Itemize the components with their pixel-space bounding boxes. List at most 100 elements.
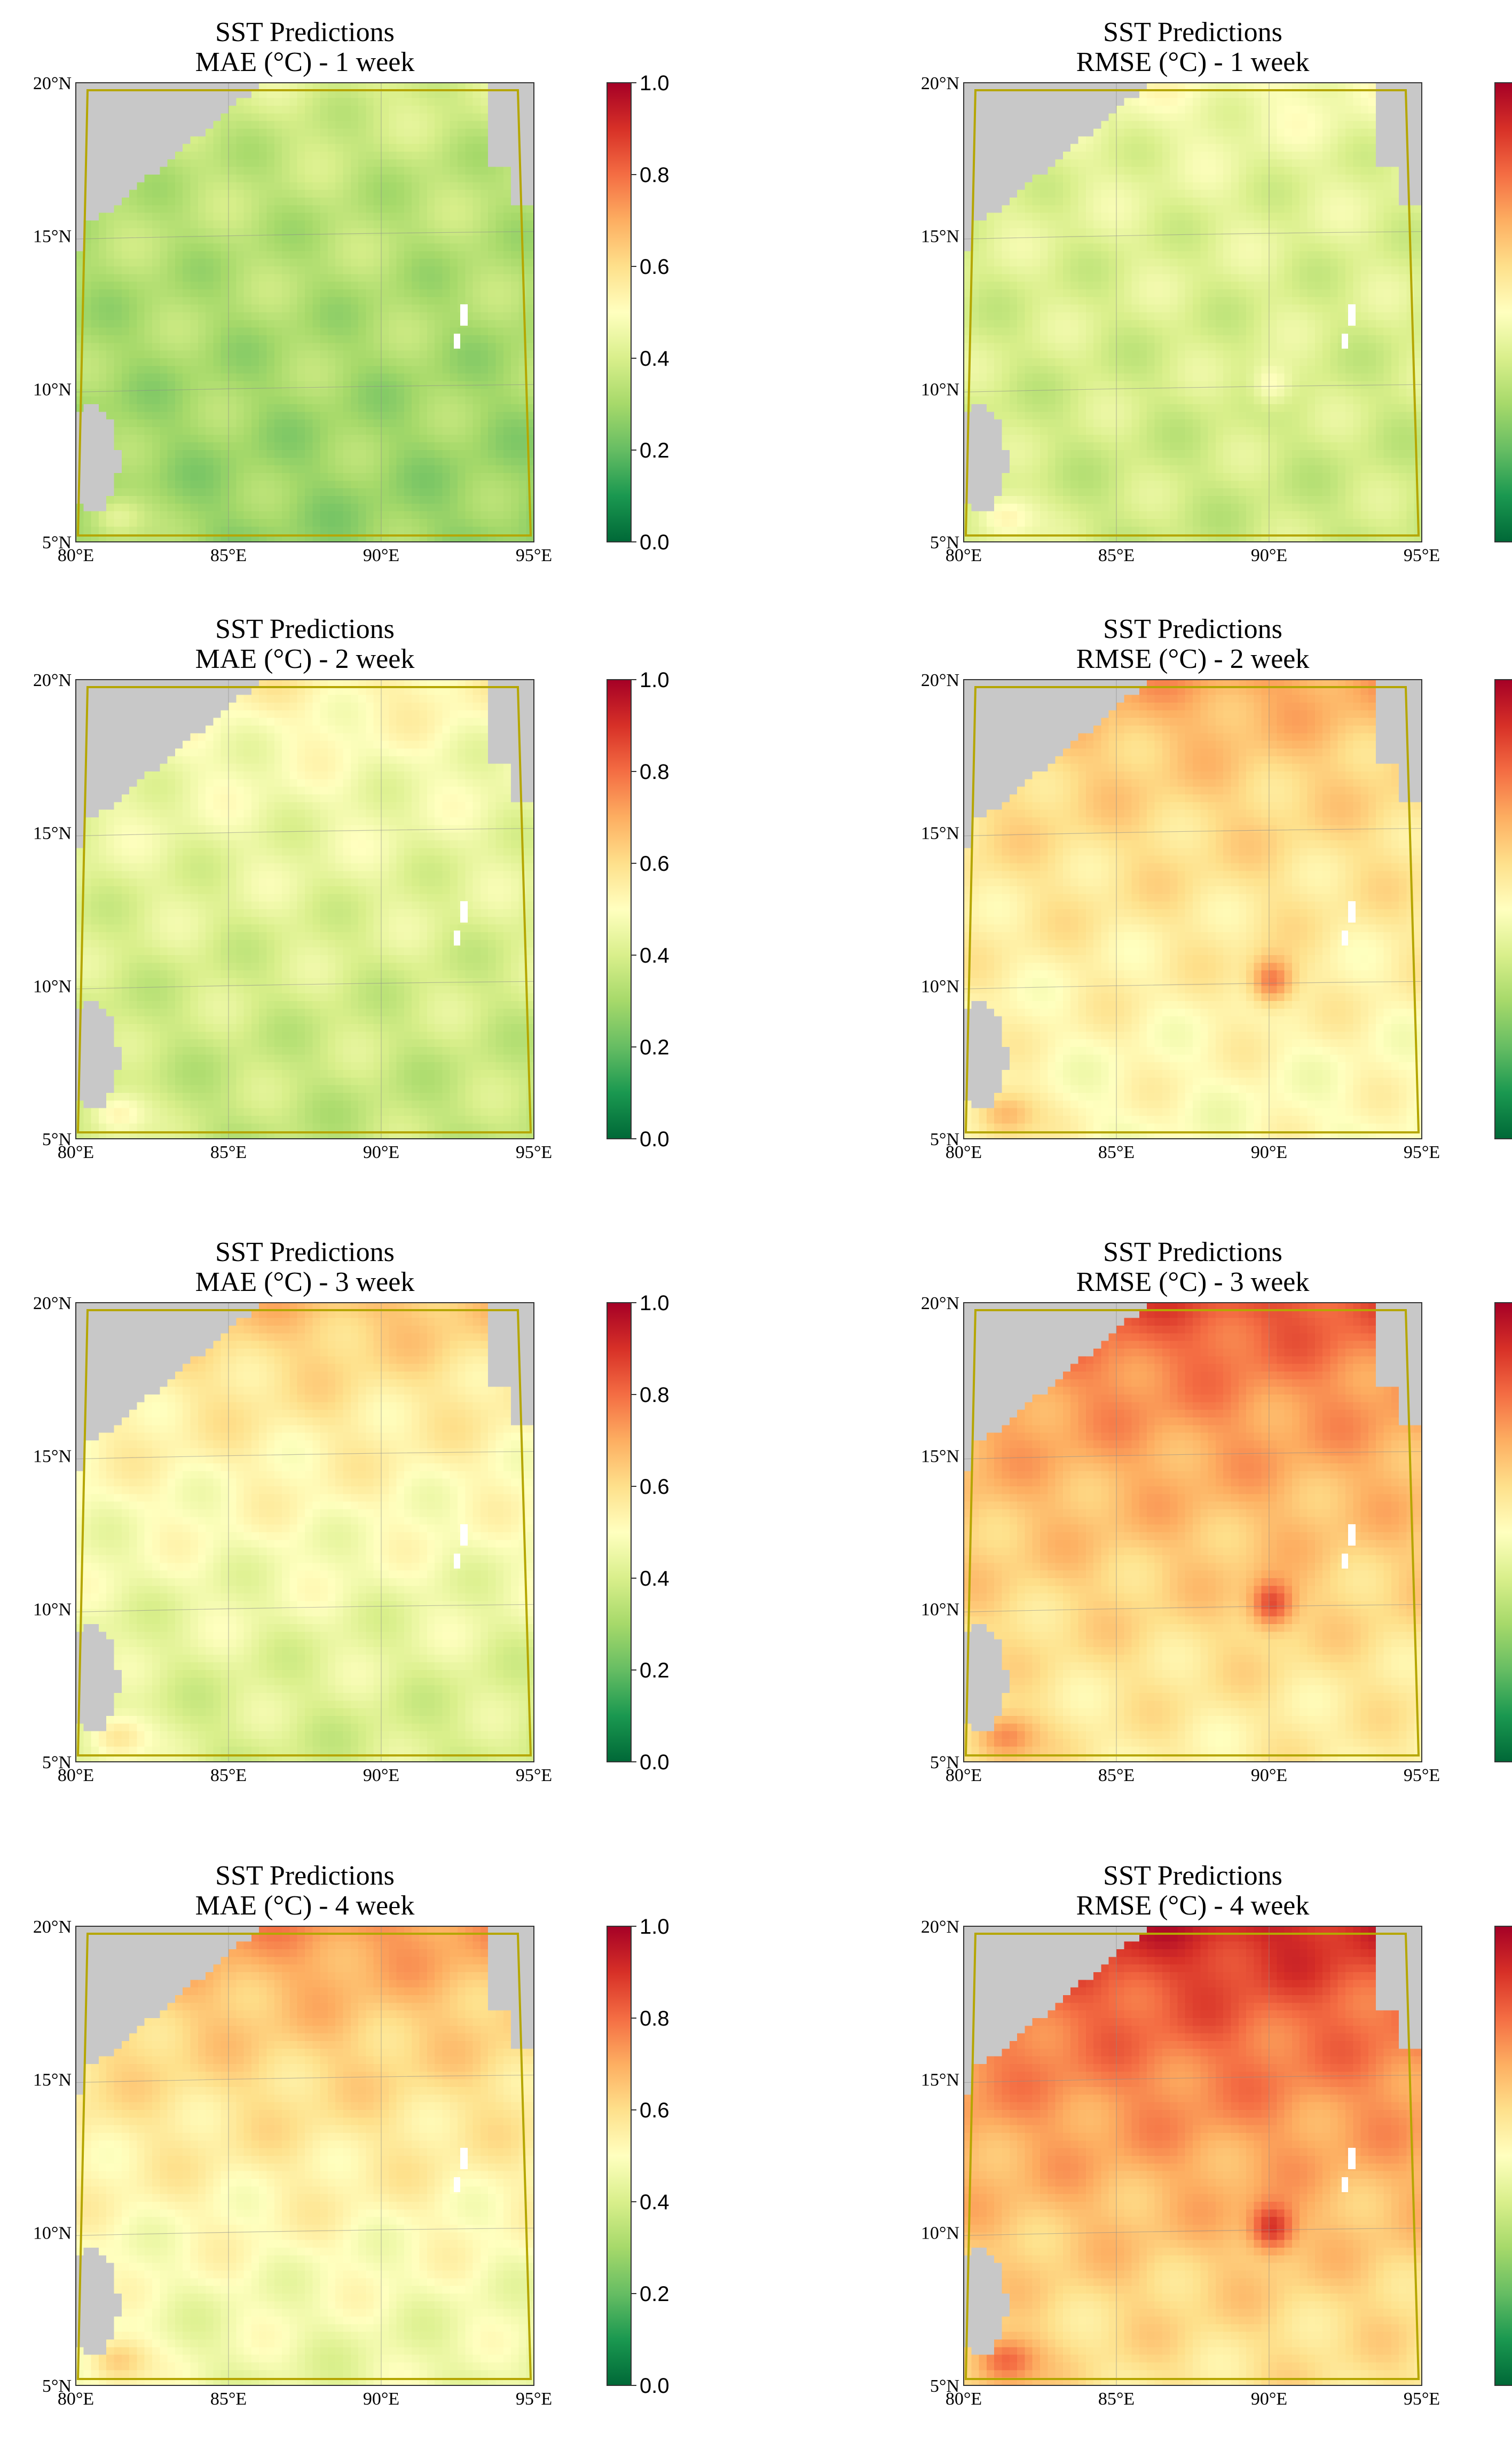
sst-cell bbox=[236, 259, 244, 267]
land-cell bbox=[76, 175, 84, 183]
sst-cell bbox=[191, 220, 199, 229]
sst-cell bbox=[435, 198, 443, 206]
sst-cell bbox=[427, 205, 435, 213]
sst-cell bbox=[481, 289, 489, 297]
land-cell bbox=[76, 198, 84, 206]
sst-cell bbox=[450, 297, 458, 305]
sst-cell bbox=[442, 190, 450, 198]
sst-cell bbox=[526, 220, 534, 229]
sst-cell bbox=[481, 259, 489, 267]
sst-cell bbox=[320, 213, 328, 221]
sst-cell bbox=[206, 259, 214, 267]
sst-cell bbox=[297, 129, 305, 137]
land-cell bbox=[99, 175, 107, 183]
sst-cell bbox=[129, 282, 137, 290]
sst-cell bbox=[351, 190, 359, 198]
sst-cell bbox=[442, 98, 450, 106]
sst-cell bbox=[267, 251, 275, 259]
land-cell bbox=[503, 152, 511, 160]
sst-cell bbox=[259, 121, 267, 129]
sst-cell bbox=[473, 198, 481, 206]
sst-cell bbox=[251, 144, 259, 152]
land-cell bbox=[198, 106, 206, 114]
sst-cell bbox=[122, 297, 130, 305]
land-cell bbox=[152, 113, 160, 121]
sst-cell bbox=[374, 213, 382, 221]
land-cell bbox=[129, 167, 137, 175]
sst-cell bbox=[404, 282, 412, 290]
sst-cell bbox=[244, 274, 252, 282]
sst-cell bbox=[503, 243, 511, 251]
sst-cell bbox=[458, 282, 466, 290]
sst-cell bbox=[259, 297, 267, 305]
land-cell bbox=[175, 136, 183, 144]
sst-cell bbox=[526, 205, 534, 213]
sst-cell bbox=[251, 152, 259, 160]
sst-cell bbox=[442, 282, 450, 290]
sst-cell bbox=[427, 259, 435, 267]
sst-cell bbox=[450, 98, 458, 106]
sst-cell bbox=[343, 220, 351, 229]
sst-cell bbox=[305, 205, 313, 213]
sst-cell bbox=[282, 213, 290, 221]
land-cell bbox=[152, 152, 160, 160]
land-cell bbox=[191, 98, 199, 106]
sst-cell bbox=[320, 198, 328, 206]
sst-cell bbox=[526, 282, 534, 290]
sst-cell bbox=[229, 289, 237, 297]
sst-cell bbox=[129, 305, 137, 313]
sst-cell bbox=[91, 305, 99, 313]
sst-cell bbox=[374, 198, 382, 206]
land-cell bbox=[99, 129, 107, 137]
sst-cell bbox=[198, 274, 206, 282]
sst-cell bbox=[236, 297, 244, 305]
sst-cell bbox=[251, 297, 259, 305]
sst-cell bbox=[397, 289, 405, 297]
sst-cell bbox=[320, 297, 328, 305]
land-cell bbox=[106, 136, 114, 144]
sst-cell bbox=[145, 305, 153, 313]
sst-cell bbox=[99, 228, 107, 236]
land-cell bbox=[518, 90, 526, 98]
sst-cell bbox=[267, 144, 275, 152]
sst-cell bbox=[389, 251, 397, 259]
sst-cell bbox=[320, 98, 328, 106]
sst-cell bbox=[175, 205, 183, 213]
sst-cell bbox=[129, 220, 137, 229]
sst-cell bbox=[91, 236, 99, 244]
sst-cell bbox=[83, 297, 91, 305]
sst-cell bbox=[473, 144, 481, 152]
sst-cell bbox=[297, 106, 305, 114]
sst-cell bbox=[259, 136, 267, 144]
sst-cell bbox=[450, 182, 458, 190]
sst-cell bbox=[129, 297, 137, 305]
sst-cell bbox=[305, 289, 313, 297]
sst-cell bbox=[450, 175, 458, 183]
land-cell bbox=[496, 106, 504, 114]
sst-cell bbox=[404, 121, 412, 129]
sst-cell bbox=[374, 274, 382, 282]
land-cell bbox=[76, 83, 84, 91]
sst-cell bbox=[404, 198, 412, 206]
sst-cell bbox=[251, 220, 259, 229]
sst-cell bbox=[282, 243, 290, 251]
sst-cell bbox=[473, 121, 481, 129]
sst-cell bbox=[236, 159, 244, 167]
sst-cell bbox=[320, 236, 328, 244]
sst-cell bbox=[236, 205, 244, 213]
sst-cell bbox=[289, 98, 297, 106]
sst-cell bbox=[305, 98, 313, 106]
sst-cell bbox=[450, 282, 458, 290]
sst-cell bbox=[358, 90, 366, 98]
sst-cell bbox=[312, 129, 320, 137]
sst-cell bbox=[503, 236, 511, 244]
land-cell bbox=[99, 113, 107, 121]
sst-cell bbox=[351, 266, 359, 274]
sst-cell bbox=[191, 213, 199, 221]
sst-cell bbox=[312, 190, 320, 198]
sst-cell bbox=[267, 282, 275, 290]
sst-cell bbox=[289, 182, 297, 190]
sst-cell bbox=[244, 129, 252, 137]
land-cell bbox=[122, 167, 130, 175]
sst-cell bbox=[251, 305, 259, 313]
